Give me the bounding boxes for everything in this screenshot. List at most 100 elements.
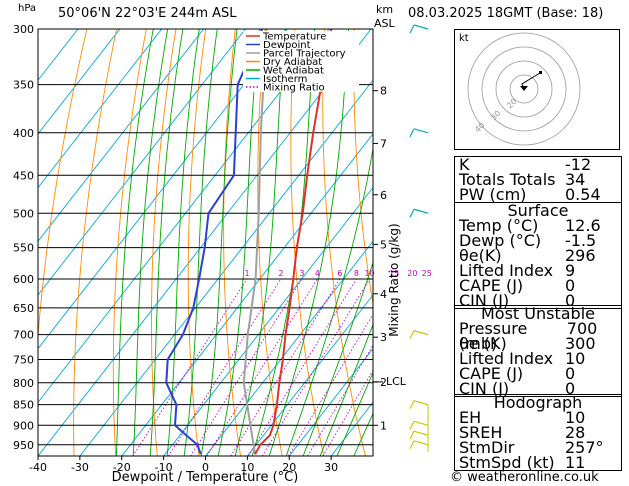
mixing-ratio-line <box>190 278 303 456</box>
legend-background <box>243 31 359 92</box>
wind-barbs <box>409 24 429 453</box>
skewt-chart: 3003504004505005506006507007508008509009… <box>13 23 453 485</box>
legend-label: Mixing Ratio <box>263 83 325 94</box>
wind-barb <box>413 430 429 436</box>
mu-row: θe (K) 300 <box>459 334 596 353</box>
km-tick-label: 1 <box>380 419 387 432</box>
wind-barb <box>413 128 429 134</box>
km-tick-label: 7 <box>380 137 387 150</box>
index-row-totals: Totals Totals 34 <box>459 170 586 189</box>
wind-barb-flag <box>409 430 415 440</box>
isotherm-line <box>38 29 204 242</box>
wet-adiabat-line <box>268 29 350 456</box>
isotherm-line <box>38 29 79 81</box>
dry-adiabat-line <box>322 29 366 456</box>
legend-label: Dewpoint <box>263 40 311 51</box>
isotherm-line <box>163 186 373 456</box>
km-tick-label: 8 <box>380 85 387 98</box>
dry-adiabat-line <box>223 29 242 456</box>
x-tick-label: -40 <box>29 461 47 474</box>
isotherm-line <box>79 79 373 456</box>
pressure-tick-label: 400 <box>13 127 34 140</box>
wet-adiabat-line <box>336 371 373 456</box>
pressure-tick-label: 450 <box>13 169 34 182</box>
dry-adiabat-line <box>38 29 88 342</box>
copyright-label: © weatheronline.co.uk <box>450 470 599 485</box>
dry-adiabat-line <box>414 29 453 456</box>
x-tick-label: -30 <box>71 461 89 474</box>
mu-row: CIN (J) 0 <box>459 379 576 398</box>
pressure-tick-label: 550 <box>13 242 34 255</box>
surface-row: CIN (J) 0 <box>459 291 576 310</box>
isotherm-line <box>38 29 121 135</box>
isotherm-line <box>288 347 373 456</box>
mixing-ratio-label: 6 <box>337 269 342 278</box>
temperature-axis: -40 -30 -20 -10 0 10 20 30 <box>29 456 338 474</box>
dry-adiabat-line <box>73 29 118 456</box>
sounding-traces <box>165 29 333 455</box>
isotherm-line <box>121 133 373 456</box>
hodo-row: StmDir 257° <box>459 438 604 457</box>
mixing-ratio-labels: 1 2 3 4 6 8 10 15 20 25 <box>244 269 431 278</box>
wet-adiabat-line <box>319 323 373 456</box>
wet-adiabat-line <box>285 145 373 456</box>
surface-box: Surface Temp (°C) 12.6 Dewp (°C) -1.5 θe(K… <box>454 202 622 309</box>
pressure-unit-label: hPa <box>18 3 37 14</box>
mixing-ratio-line <box>132 278 248 456</box>
pressure-tick-label: 500 <box>13 207 34 220</box>
wind-barb <box>413 440 429 446</box>
wind-barb <box>413 420 429 426</box>
surface-row: Temp (°C) 12.6 <box>459 216 601 235</box>
wind-barb-flag <box>409 24 415 34</box>
mixing-ratio-label: 8 <box>354 269 359 278</box>
mixing-ratio-label: 20 <box>407 269 417 278</box>
pressure-tick-label: 700 <box>13 329 34 342</box>
km-tick-label: 2 <box>380 376 387 389</box>
hodo-row: StmSpd (kt) 11 <box>459 453 586 472</box>
mixing-ratio-label: 1 <box>244 269 249 278</box>
legend-label: Temperature <box>262 32 326 43</box>
x-tick-label: -20 <box>113 461 131 474</box>
mixing-ratio-label: 15 <box>389 269 399 278</box>
datetime-label: 08.03.2025 18GMT (Base: 18) <box>408 6 604 21</box>
mixing-ratio-line <box>247 278 357 456</box>
wind-barb-flag <box>409 440 415 450</box>
pressure-tick-label: 350 <box>13 79 34 92</box>
km-label: km <box>376 3 394 16</box>
pressure-tick-label: 850 <box>13 399 34 412</box>
wind-barb-flag <box>409 400 415 409</box>
wind-barb-flag <box>409 128 415 138</box>
wind-barb <box>413 24 429 30</box>
pressure-tick-label: 900 <box>13 419 34 432</box>
km-tick-label: 6 <box>380 189 387 202</box>
wind-barb <box>413 400 429 406</box>
isotherm-line <box>38 29 330 404</box>
x-tick-label: 30 <box>324 461 338 474</box>
dry-adiabat-line <box>112 29 147 456</box>
lcl-label: LCL <box>386 375 407 388</box>
wet-adiabat-line <box>353 412 373 456</box>
surface-title: Surface <box>507 201 569 220</box>
pressure-tick-label: 300 <box>13 23 34 36</box>
legend-label: Isotherm <box>263 74 307 85</box>
mixing-ratio-line <box>230 278 341 456</box>
isotherm-line <box>38 29 246 296</box>
mixing-ratio-axis-title: Mixing Ratio (g/kg) <box>387 223 401 336</box>
dry-adiabat-line <box>187 29 207 456</box>
parcel-trajectory-line <box>242 29 268 455</box>
dry-adiabat-line <box>290 29 325 456</box>
mu-row: CAPE (J) 0 <box>459 364 576 383</box>
mixing-ratio-line <box>261 278 370 456</box>
km-tick-label: 3 <box>380 331 387 344</box>
wet-adiabat-line <box>251 29 315 456</box>
pressure-tick-label: 600 <box>13 273 34 286</box>
mu-row: Lifted Index 10 <box>459 349 586 368</box>
most-unstable-box: Most Unstable Pressure (mb) 700 θe (K) 300… <box>454 305 622 397</box>
mixing-ratio-label: 4 <box>315 269 320 278</box>
mixing-ratio-label: 10 <box>365 269 375 278</box>
hodo-row: EH 10 <box>459 408 586 427</box>
legend-label: Dry Adiabat <box>263 57 322 68</box>
hodograph-unit-label: kt <box>459 33 469 44</box>
x-axis-title: Dewpoint / Temperature (°C) <box>112 470 299 485</box>
wet-adiabat-line <box>115 29 154 456</box>
